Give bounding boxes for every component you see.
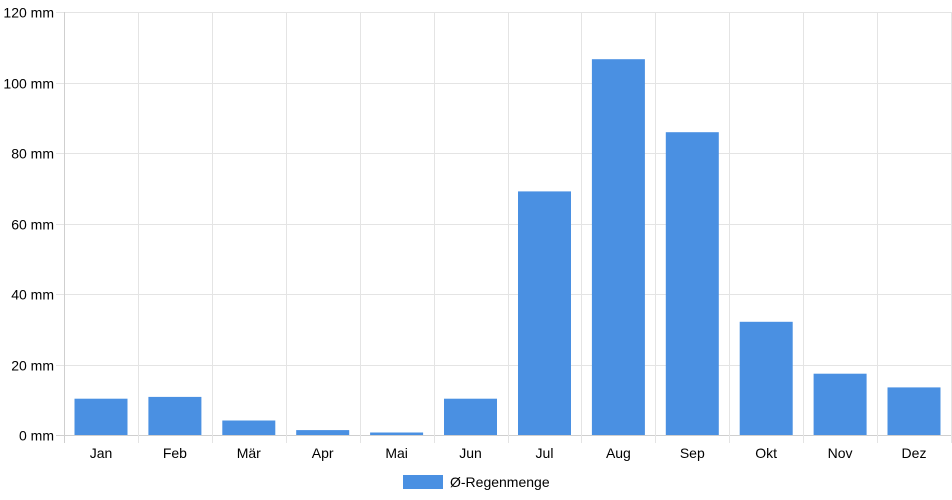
bar[interactable] [222,420,276,436]
legend[interactable]: Ø-Regenmenge [403,474,550,490]
bar[interactable] [370,432,424,436]
x-tick-label: Jan [90,445,113,461]
x-tick-label: Nov [828,445,853,461]
bar[interactable] [739,321,793,435]
x-tick-label: Mai [385,445,408,461]
y-tick-label: 60 mm [11,217,54,233]
bar[interactable] [518,191,571,435]
x-tick-label: Feb [163,445,187,461]
legend-label[interactable]: Ø-Regenmenge [450,474,550,490]
x-tick-label: Dez [902,445,927,461]
y-tick-label: 80 mm [11,146,54,162]
bar[interactable] [665,132,719,435]
x-tick-label: Jun [459,445,482,461]
y-tick-label: 40 mm [11,287,54,303]
bar[interactable] [444,398,497,435]
x-axis: Jan Feb Mär Apr Mai Jun Jul Aug Sep Okt Nov Dez [90,445,927,461]
x-tick-label: Okt [755,445,777,461]
bar[interactable] [74,398,128,435]
x-tick-label: Jul [536,445,554,461]
bar[interactable] [148,396,202,435]
y-tick-label: 0 mm [19,428,54,444]
x-tick-label: Mär [237,445,261,461]
bars-layer [74,59,941,436]
bar[interactable] [887,387,941,435]
bar[interactable] [813,373,867,435]
bar[interactable] [591,59,645,435]
y-tick-label: 100 mm [3,76,54,92]
y-tick-label: 120 mm [3,5,54,21]
bar[interactable] [296,430,350,435]
legend-swatch[interactable] [403,475,443,489]
x-tick-label: Sep [680,445,705,461]
y-tick-label: 20 mm [11,358,54,374]
x-tick-label: Aug [606,445,631,461]
x-tick-label: Apr [312,445,334,461]
grid-layer [56,12,952,443]
y-axis: 0 mm 20 mm 40 mm 60 mm 80 mm 100 mm 120 mm [3,5,54,444]
